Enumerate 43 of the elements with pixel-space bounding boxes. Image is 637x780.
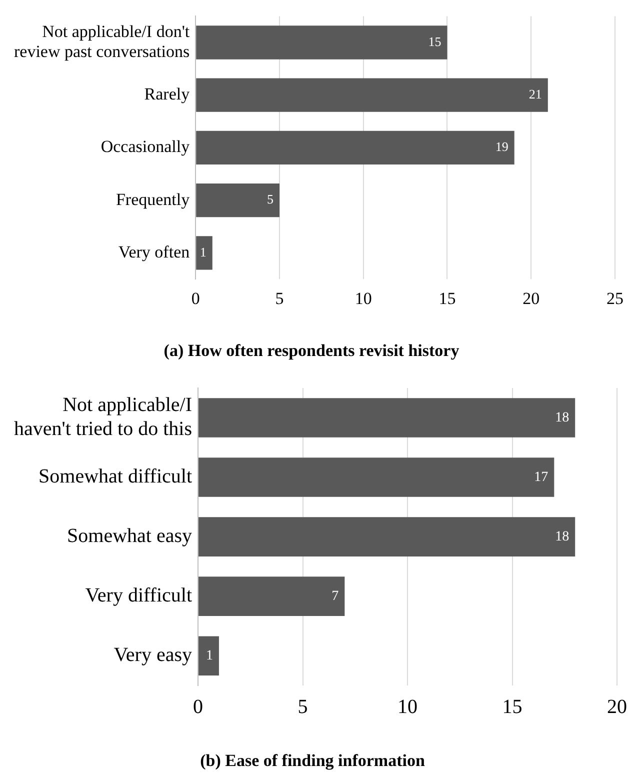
x-tick-label: 0 [193,696,204,718]
text: (a) How often respondents revisit history [164,341,460,360]
x-tick-label: 10 [398,696,418,718]
x-tick-label: 15 [438,288,456,308]
bar [196,236,212,270]
data-label: 21 [528,86,542,102]
bar [196,78,548,112]
bar [198,398,576,438]
y-tick-label: Very often [118,242,190,262]
x-tick-label: 10 [354,288,372,308]
y-tick-label: Somewhat difficult [38,466,192,488]
text: (b) Ease of finding information [200,751,426,770]
data-label: 19 [495,139,508,154]
bar [198,458,554,497]
y-tick-label: Very difficult [85,584,192,607]
data-label: 7 [332,588,339,604]
bar [196,183,280,218]
data-label: 1 [200,244,206,260]
x-tick-label: 5 [298,696,308,718]
bar [196,26,448,60]
x-tick-label: 15 [502,696,522,718]
bar [196,130,514,165]
x-tick-label: 20 [607,696,627,718]
y-tick-label: Frequently [116,190,190,209]
bar [198,517,576,556]
y-tick-label: Occasionally [100,137,190,156]
x-tick-label: 25 [606,288,624,308]
y-tick-label: Very easy [114,644,192,666]
y-tick-label: Rarely [144,84,190,104]
data-label: 18 [555,410,570,426]
y-tick-label: Not applicable/I don't review past conversations [14,22,190,62]
x-tick-label: 20 [522,288,540,308]
x-tick-label: 0 [191,288,200,308]
data-label: 1 [206,648,213,664]
x-tick-label: 5 [275,288,284,308]
bar [198,636,219,676]
y-tick-label: Somewhat easy [67,525,192,548]
data-label: 17 [534,470,548,485]
data-label: 15 [428,34,442,49]
y-tick-label: Not applicable/I haven't tried to do this [14,394,192,440]
data-label: 5 [266,192,274,207]
bar [198,576,345,616]
data-label: 18 [555,529,570,544]
